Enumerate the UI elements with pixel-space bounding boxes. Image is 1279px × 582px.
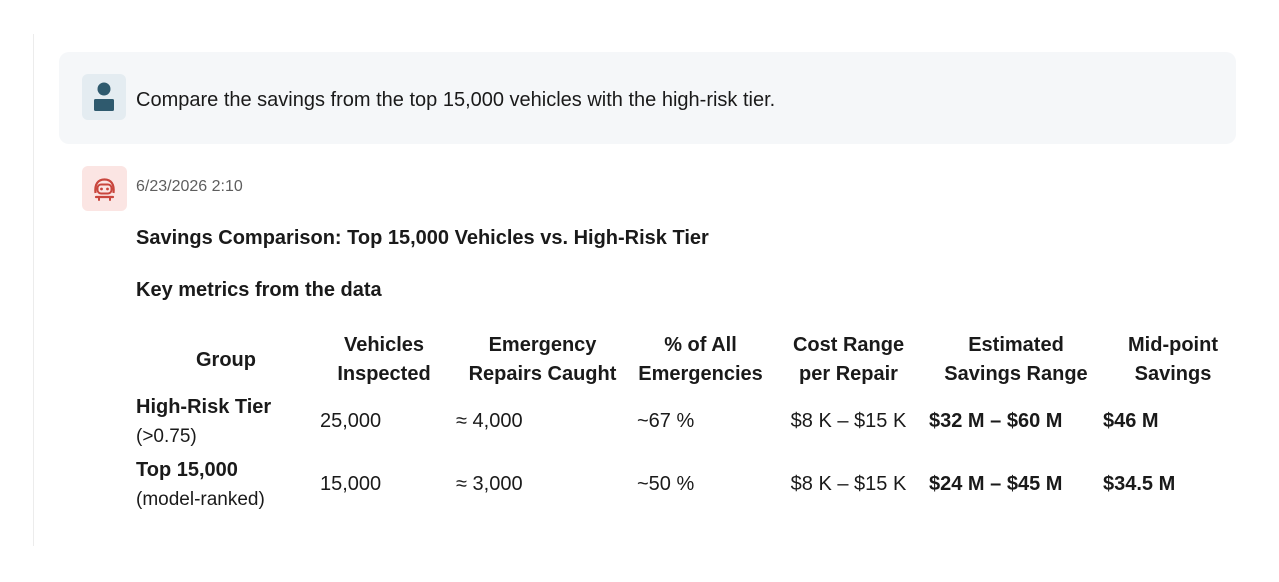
cell-cost: $8 K – $15 K (790, 410, 907, 432)
bot-avatar-icon (94, 178, 115, 201)
user-message: Compare the savings from the top 15,000 … (59, 52, 1236, 144)
cell-group: Top 15,000 (model-ranked) (136, 458, 265, 510)
cell-savings-range: $24 M – $45 M (929, 473, 1063, 495)
cell-percent: ~67 % (637, 410, 695, 432)
cell-repairs: ≈ 3,000 (456, 473, 523, 495)
bot-avatar (82, 166, 127, 211)
cell-midpoint: $34.5 M (1103, 473, 1176, 495)
header-cost: Cost Range per Repair (792, 334, 905, 385)
savings-table: Group Vehicles Inspected Emergency Repairs… (136, 330, 1243, 516)
cell-vehicles: 25,000 (320, 410, 382, 432)
table-header-row: Group Vehicles Inspected Emergency Repairs… (136, 330, 1243, 390)
table-row: High-Risk Tier (>0.75) 25,000 ≈ 4,000 ~6… (136, 390, 1243, 453)
cell-percent: ~50 % (637, 473, 695, 495)
user-message-text: Compare the savings from the top 15,000 … (136, 89, 776, 111)
message-timestamp: 6/23/2026 2:10 (136, 178, 243, 195)
cell-vehicles: 15,000 (320, 473, 382, 495)
user-avatar (82, 74, 126, 120)
cell-repairs: ≈ 4,000 (456, 410, 523, 432)
table-row: Top 15,000 (model-ranked) 15,000 ≈ 3,000… (136, 453, 1243, 516)
left-divider (33, 34, 34, 546)
header-group: Group (196, 348, 256, 371)
header-savings-range: Estimated Savings Range (944, 334, 1088, 385)
header-percent: % of All Emergencies (638, 334, 763, 385)
user-avatar-icon (94, 82, 114, 111)
response-subtitle: Key metrics from the data (136, 279, 382, 301)
cell-cost: $8 K – $15 K (790, 473, 907, 495)
cell-savings-range: $32 M – $60 M (929, 410, 1063, 432)
header-vehicles: Vehicles Inspected (337, 334, 431, 385)
cell-group: High-Risk Tier (>0.75) (136, 395, 272, 447)
header-repairs: Emergency Repairs Caught (468, 334, 617, 385)
response-title: Savings Comparison: Top 15,000 Vehicles … (136, 227, 709, 249)
cell-midpoint: $46 M (1103, 410, 1159, 432)
header-midpoint: Mid-point Savings (1128, 334, 1218, 385)
